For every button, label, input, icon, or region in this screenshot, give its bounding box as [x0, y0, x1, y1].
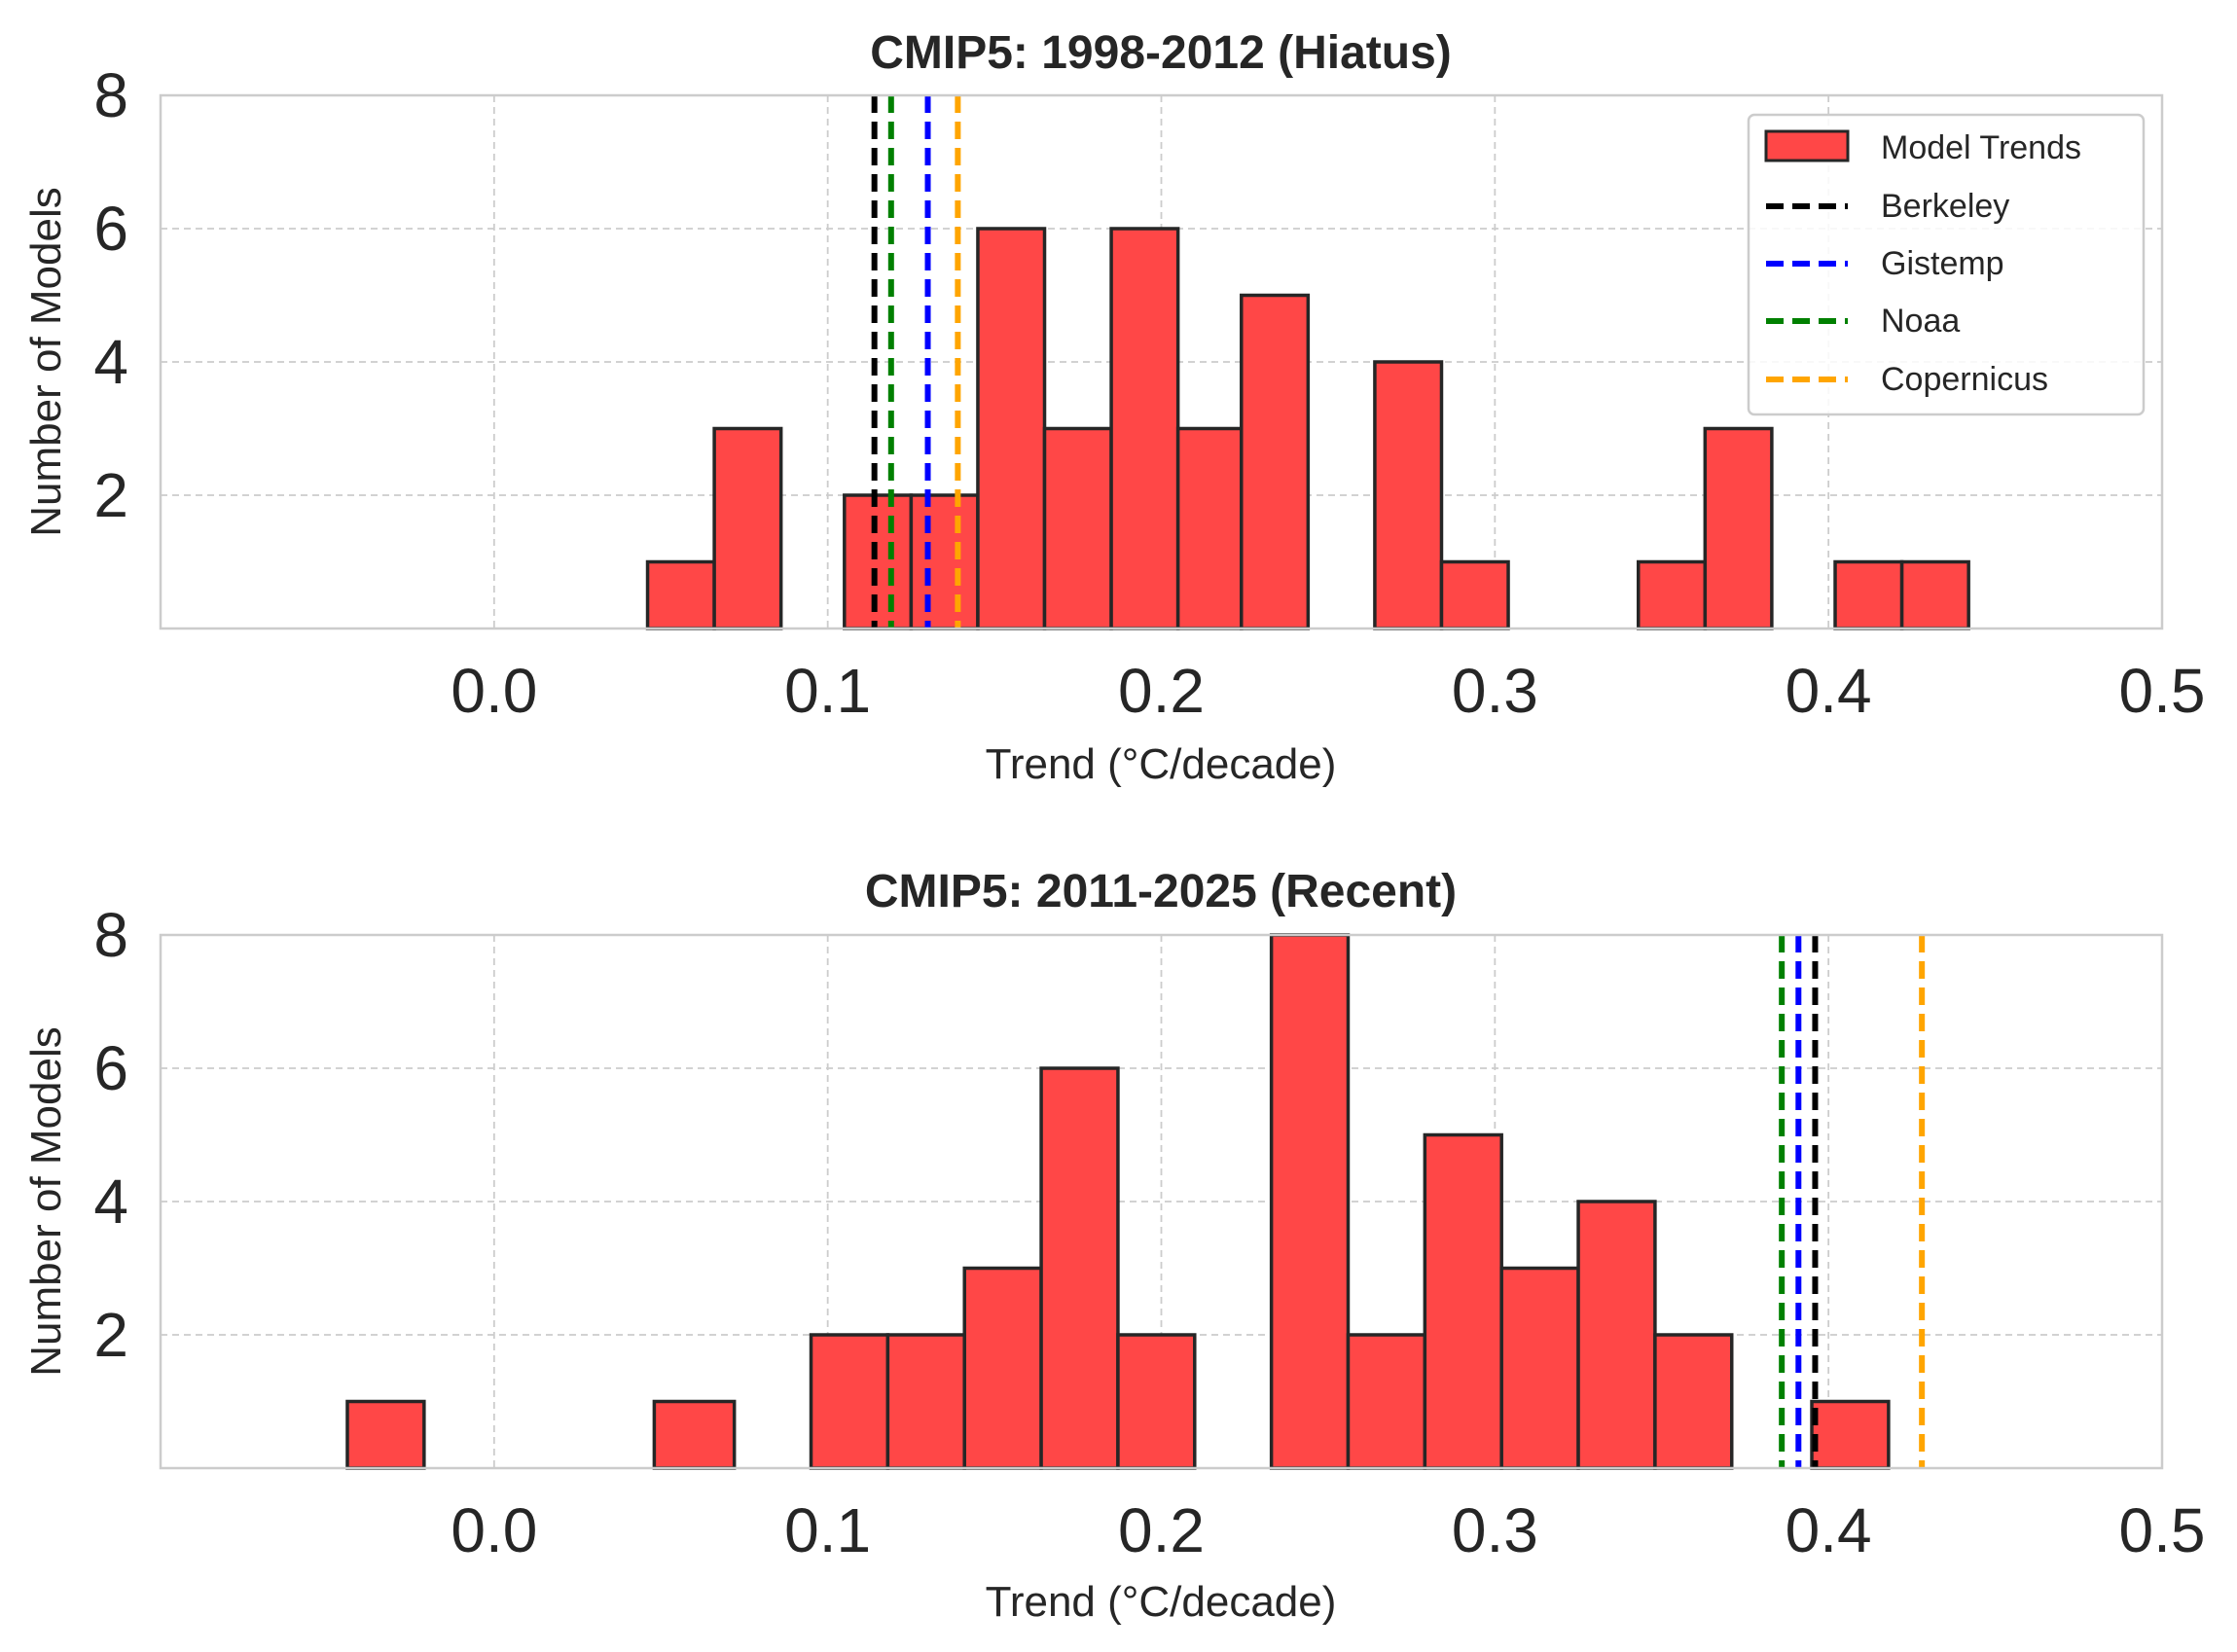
histogram-bar — [1269, 933, 1351, 1470]
chart-title: CMIP5: 1998-2012 (Hiatus) — [870, 27, 1452, 79]
legend-label-model-trends: Model Trends — [1881, 129, 2081, 166]
histogram-bar — [1810, 1399, 1891, 1470]
histogram-bar — [843, 493, 914, 630]
reference-lines — [871, 95, 961, 628]
x-tick-labels: 0.0 0.1 0.2 0.3 0.4 0.5 — [451, 656, 2205, 726]
histogram-bar — [1439, 559, 1510, 630]
histogram-bar — [645, 559, 716, 630]
histogram-bar — [712, 426, 783, 630]
x-tick-label: 0.3 — [1452, 656, 1538, 726]
y-axis-label: Number of Models — [22, 187, 70, 536]
x-tick-label: 0.2 — [1118, 1495, 1205, 1565]
y-tick-label: 6 — [93, 194, 128, 264]
histogram-bar — [1175, 426, 1244, 630]
x-axis-label: Trend (°C/decade) — [986, 740, 1337, 788]
reference-lines — [1779, 935, 1926, 1468]
x-tick-label: 0.0 — [451, 1495, 537, 1565]
y-tick-label: 8 — [93, 900, 128, 970]
plot-frame — [159, 93, 2164, 630]
histogram-bar — [652, 1399, 737, 1470]
histogram-bar — [1899, 559, 1970, 630]
x-tick-label: 0.0 — [451, 656, 537, 726]
x-tick-label: 0.5 — [2119, 656, 2206, 726]
x-tick-label: 0.3 — [1452, 1495, 1538, 1565]
y-tick-label: 4 — [93, 1167, 128, 1237]
y-tick-label: 6 — [93, 1033, 128, 1103]
x-tick-label: 0.1 — [784, 656, 871, 726]
x-tick-label: 0.2 — [1118, 656, 1205, 726]
histogram-bar — [1703, 426, 1774, 630]
histogram-bar — [1116, 1333, 1197, 1470]
x-tick-labels: 0.0 0.1 0.2 0.3 0.4 0.5 — [451, 1495, 2205, 1565]
histogram-bar — [976, 227, 1047, 630]
histogram-bar — [1423, 1132, 1503, 1470]
legend: Model Trends Berkeley Gistemp Noaa Coper… — [1747, 113, 2146, 416]
plot-frame — [159, 933, 2164, 1470]
histogram-bar — [1576, 1200, 1657, 1470]
histogram-bar — [345, 1399, 426, 1470]
hiatus-histogram-panel: CMIP5: 1998-2012 (Hiatus) 0.0 0.1 0.2 0.3 0.… — [22, 27, 2205, 788]
y-tick-label: 4 — [93, 327, 128, 397]
histogram-bar — [1833, 559, 1904, 630]
x-tick-label: 0.1 — [784, 1495, 871, 1565]
legend-box — [1747, 113, 2146, 416]
legend-label-berkeley: Berkeley — [1881, 188, 2009, 225]
recent-histogram-panel: CMIP5: 2011-2025 (Recent) 0.0 0.1 0.2 0.3 0.… — [22, 866, 2205, 1626]
x-axis-label: Trend (°C/decade) — [986, 1578, 1337, 1626]
chart-title: CMIP5: 2011-2025 (Recent) — [865, 866, 1457, 917]
x-tick-label: 0.4 — [1786, 656, 1872, 726]
histogram-bar — [1240, 293, 1311, 630]
histogram-bar — [885, 1333, 966, 1470]
y-tick-label: 2 — [93, 1300, 128, 1370]
legend-label-copernicus: Copernicus — [1881, 361, 2048, 398]
legend-swatch-model-trends — [1764, 129, 1850, 162]
histogram-bar — [909, 493, 980, 630]
x-tick-label: 0.4 — [1786, 1495, 1872, 1565]
y-tick-labels: 2 4 6 8 — [93, 900, 128, 1370]
histogram-bars — [345, 933, 1891, 1470]
histogram-bar — [1039, 1066, 1120, 1470]
histogram-bars — [645, 227, 1970, 630]
histogram-bar — [1499, 1266, 1580, 1470]
histogram-bar — [1109, 227, 1180, 630]
histogram-bar — [962, 1266, 1043, 1470]
histogram-bar — [1373, 360, 1444, 630]
histogram-bar — [809, 1333, 890, 1470]
y-tick-label: 8 — [93, 60, 128, 130]
histogram-bar — [1346, 1333, 1427, 1470]
x-tick-label: 0.5 — [2119, 1495, 2206, 1565]
legend-label-gistemp: Gistemp — [1881, 245, 2004, 282]
y-axis-label: Number of Models — [22, 1026, 70, 1376]
histogram-bar — [1637, 559, 1708, 630]
legend-label-noaa: Noaa — [1881, 303, 1960, 340]
y-tick-label: 2 — [93, 460, 128, 530]
histogram-bar — [1042, 426, 1113, 630]
histogram-bar — [1653, 1333, 1734, 1470]
y-tick-labels: 2 4 6 8 — [93, 60, 128, 530]
